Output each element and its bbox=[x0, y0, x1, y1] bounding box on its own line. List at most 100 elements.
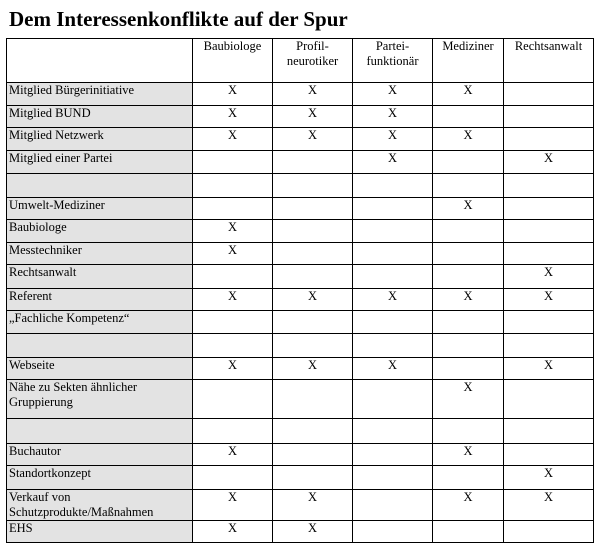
row-label: Mitglied BUND bbox=[6, 105, 193, 128]
row-label: Webseite bbox=[6, 357, 193, 380]
table-cell bbox=[503, 219, 594, 243]
table-cell bbox=[432, 310, 504, 334]
table-row: Referent X X X X X bbox=[6, 288, 594, 311]
table-row: Nähe zu Sekten ähnlicher Gruppierung X bbox=[6, 379, 594, 419]
check-mark: X bbox=[352, 127, 433, 151]
table-cell bbox=[503, 82, 594, 106]
column-header: Baubiologe bbox=[192, 38, 273, 83]
check-mark: X bbox=[272, 127, 353, 151]
table-row: Mitglied Bürgerinitiative X X X X bbox=[6, 82, 594, 106]
table-cell bbox=[272, 379, 353, 419]
table-cell bbox=[272, 197, 353, 220]
table-cell bbox=[192, 418, 273, 444]
check-mark: X bbox=[503, 489, 594, 521]
table-cell bbox=[432, 105, 504, 128]
table-cell bbox=[352, 197, 433, 220]
table-cell bbox=[272, 219, 353, 243]
check-mark: X bbox=[192, 219, 273, 243]
table-cell bbox=[192, 465, 273, 490]
check-mark: X bbox=[272, 489, 353, 521]
table-cell bbox=[272, 310, 353, 334]
table-cell bbox=[352, 264, 433, 289]
table-row: Buchautor X X bbox=[6, 443, 594, 466]
table-cell bbox=[503, 173, 594, 198]
table-row: Messtechniker X bbox=[6, 242, 594, 265]
table-cell bbox=[432, 264, 504, 289]
table-cell bbox=[272, 333, 353, 358]
check-mark: X bbox=[192, 288, 273, 311]
check-mark: X bbox=[192, 520, 273, 543]
check-mark: X bbox=[432, 379, 504, 419]
check-mark: X bbox=[352, 357, 433, 380]
check-mark: X bbox=[272, 82, 353, 106]
row-label bbox=[6, 333, 193, 358]
row-label: Nähe zu Sekten ähnlicher Gruppierung bbox=[6, 379, 193, 419]
row-label: Verkauf von Schutzprodukte/Maßnahmen bbox=[6, 489, 193, 521]
table-cell bbox=[192, 264, 273, 289]
check-mark: X bbox=[192, 127, 273, 151]
check-mark: X bbox=[272, 105, 353, 128]
table-row: Webseite X X X X bbox=[6, 357, 594, 380]
check-mark: X bbox=[352, 150, 433, 174]
check-mark: X bbox=[192, 489, 273, 521]
row-label: Buchautor bbox=[6, 443, 193, 466]
table-row: Standortkonzept X bbox=[6, 465, 594, 490]
table-cell bbox=[503, 242, 594, 265]
table-cell bbox=[192, 150, 273, 174]
table-row: Baubiologe X bbox=[6, 219, 594, 243]
table-row: „Fachliche Kompetenz“ bbox=[6, 310, 594, 334]
check-mark: X bbox=[432, 489, 504, 521]
table-cell bbox=[432, 520, 504, 543]
table-cell bbox=[272, 465, 353, 490]
table-cell bbox=[432, 173, 504, 198]
column-header: Profil-neurotiker bbox=[272, 38, 353, 83]
table-cell bbox=[432, 242, 504, 265]
row-label: Mitglied Bürgerinitiative bbox=[6, 82, 193, 106]
table-row: Mitglied BUND X X X bbox=[6, 105, 594, 128]
table-row bbox=[6, 333, 594, 358]
check-mark: X bbox=[192, 357, 273, 380]
check-mark: X bbox=[192, 242, 273, 265]
table-cell bbox=[272, 264, 353, 289]
table-cell bbox=[432, 357, 504, 380]
row-label: Standortkonzept bbox=[6, 465, 193, 490]
table-cell bbox=[503, 310, 594, 334]
check-mark: X bbox=[192, 82, 273, 106]
table-cell bbox=[432, 418, 504, 444]
check-mark: X bbox=[432, 127, 504, 151]
check-mark: X bbox=[352, 288, 433, 311]
check-mark: X bbox=[432, 443, 504, 466]
row-label: „Fachliche Kompetenz“ bbox=[6, 310, 193, 334]
table-cell bbox=[192, 173, 273, 198]
check-mark: X bbox=[503, 465, 594, 490]
check-mark: X bbox=[352, 82, 433, 106]
table-row bbox=[6, 173, 594, 198]
table-cell bbox=[352, 173, 433, 198]
table-cell bbox=[352, 489, 433, 521]
conflict-table: Baubiologe Profil-neurotiker Partei-funk… bbox=[6, 38, 594, 543]
table-cell bbox=[432, 150, 504, 174]
table-row: Mitglied Netzwerk X X X X bbox=[6, 127, 594, 151]
table-cell bbox=[272, 173, 353, 198]
check-mark: X bbox=[432, 197, 504, 220]
table-cell bbox=[503, 379, 594, 419]
table-row: Verkauf von Schutzprodukte/Maßnahmen X X X X bbox=[6, 489, 594, 521]
table-cell bbox=[352, 520, 433, 543]
table-cell bbox=[503, 105, 594, 128]
row-label: Referent bbox=[6, 288, 193, 311]
row-label: EHS bbox=[6, 520, 193, 543]
check-mark: X bbox=[503, 150, 594, 174]
table-cell bbox=[352, 418, 433, 444]
check-mark: X bbox=[432, 288, 504, 311]
check-mark: X bbox=[272, 520, 353, 543]
table-cell bbox=[503, 520, 594, 543]
table-cell bbox=[503, 418, 594, 444]
table-cell bbox=[352, 379, 433, 419]
table-row: Rechtsanwalt X bbox=[6, 264, 594, 289]
check-mark: X bbox=[352, 105, 433, 128]
table-row: Umwelt-Mediziner X bbox=[6, 197, 594, 220]
table-cell bbox=[272, 242, 353, 265]
column-header: Partei-funktionär bbox=[352, 38, 433, 83]
row-label: Umwelt-Mediziner bbox=[6, 197, 193, 220]
table-row: Mitglied einer Partei X X bbox=[6, 150, 594, 174]
